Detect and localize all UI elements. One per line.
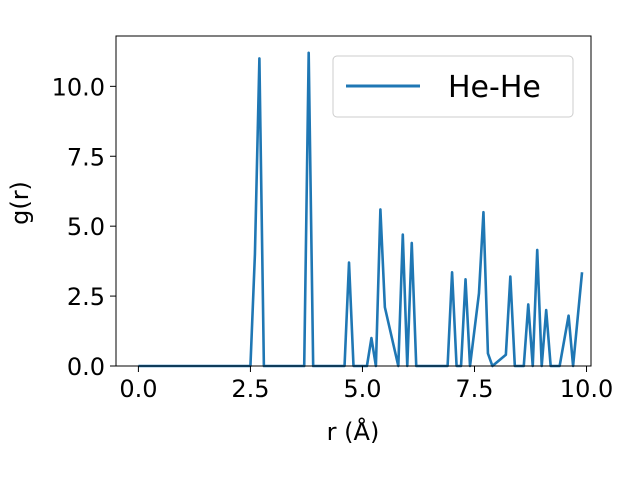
y-tick-label: 10.0 <box>52 73 105 101</box>
x-tick-label: 0.0 <box>119 375 157 403</box>
x-axis-label: r (Å) <box>327 417 380 446</box>
x-tick-label: 2.5 <box>231 375 269 403</box>
y-tick-label: 2.5 <box>67 283 105 311</box>
x-tick-label: 10.0 <box>560 375 613 403</box>
legend-label-he-he: He-He <box>448 70 541 105</box>
axes-frame <box>115 35 592 367</box>
x-tick-label: 7.5 <box>455 375 493 403</box>
y-tick-label: 7.5 <box>67 143 105 171</box>
legend: He-He <box>332 55 574 118</box>
x-tick-label: 5.0 <box>343 375 381 403</box>
y-tick-label: 0.0 <box>67 353 105 381</box>
plot-area <box>115 35 592 368</box>
y-tick-label: 5.0 <box>67 213 105 241</box>
legend-box <box>332 55 574 118</box>
axis-ticks: 0.0 2.5 5.0 7.5 10.0 0.0 2.5 5.0 7.5 10.0 <box>52 73 614 403</box>
y-axis-label: g(r) <box>6 181 34 225</box>
